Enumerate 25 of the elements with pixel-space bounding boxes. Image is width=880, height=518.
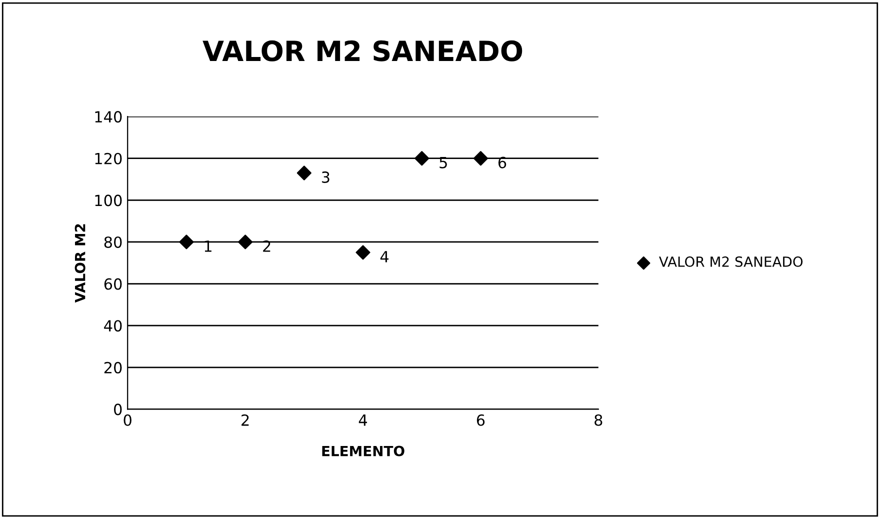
annotation: 4: [380, 251, 389, 262]
y-tick-label: 140: [95, 111, 122, 123]
point: [473, 151, 488, 166]
x-tick-label: 8: [594, 414, 602, 426]
x-tick-label: 2: [242, 414, 249, 426]
point: [414, 151, 430, 166]
point: [296, 166, 312, 180]
y-axis-title: VALOR M2: [74, 224, 86, 303]
point: [179, 234, 194, 250]
x-tick-label: 6: [476, 414, 485, 426]
point: [356, 245, 370, 260]
y-tick-label: 80: [104, 236, 122, 248]
y-tick-label: 40: [104, 320, 122, 332]
y-tick-label: 120: [95, 152, 122, 164]
y-tick-label: 0: [114, 404, 122, 416]
y-tick-label: 60: [104, 278, 122, 290]
x-axis-title: ELEMENTO: [322, 446, 404, 456]
legend-label: VALOR M2 SANEADO: [659, 256, 803, 267]
y-tick-label: 20: [104, 362, 122, 374]
annotation: 3: [322, 171, 330, 183]
x-tick-label: 4: [358, 414, 368, 426]
chart-title: VALOR M2 SANEADO: [202, 40, 522, 62]
y-tick-label: 100: [95, 194, 122, 206]
x-tick-label: 0: [124, 414, 132, 426]
point: [238, 234, 253, 250]
